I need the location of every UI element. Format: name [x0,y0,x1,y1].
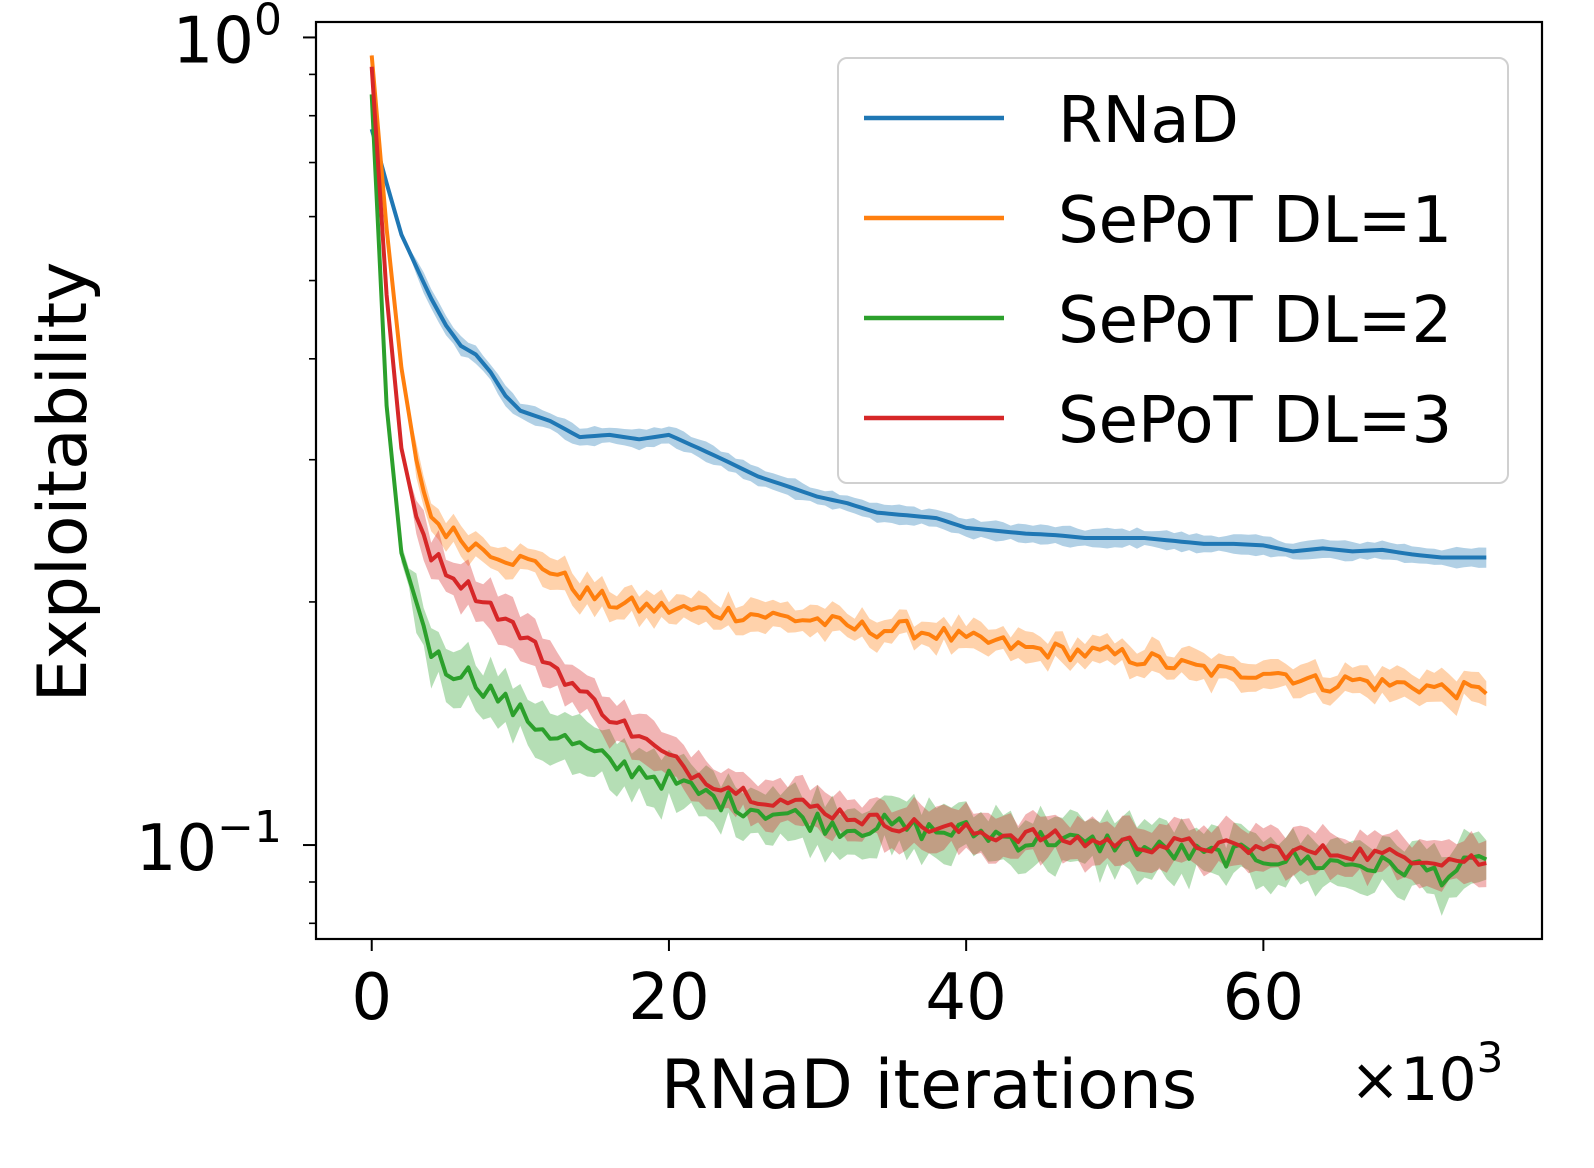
x-tick-label: 20 [628,961,709,1035]
x-tick-label: 0 [351,961,392,1035]
y-tick-base: 10 [173,4,254,78]
line-series-2 [369,94,1488,888]
y-tick-exponent: −1 [217,802,282,853]
y-tick-label: 10−1 [136,802,282,886]
y-axis-label: Exploitability [24,262,103,703]
legend-label-1: SePoT DL=1 [1058,184,1452,258]
legend-items: RNaD SePoT DL=1 SePoT DL=2 SePoT DL=3 [864,84,1452,458]
line-series-0 [369,128,1487,560]
x-axis-label: RNaD iterations [661,1046,1197,1125]
legend-label-2: SePoT DL=2 [1058,284,1452,358]
plot-frame [314,20,1544,941]
line-series-3 [369,66,1487,868]
y-tick-exponent: 0 [254,0,282,45]
legend-label-0: RNaD [1058,84,1239,158]
legend-box [837,57,1509,484]
y-tick-label: 100 [173,0,282,78]
x-tick-label: 60 [1223,961,1304,1035]
x-axis-ticks: 0 20 40 60 [351,939,1304,1035]
line-series-1 [369,55,1488,701]
series-lines [369,55,1488,888]
y-tick-base: 10 [136,812,217,886]
x-tick-label: 40 [925,961,1006,1035]
x-axis-scale-label: ×103 [1350,1033,1503,1115]
legend: RNaD SePoT DL=1 SePoT DL=2 SePoT DL=3 [837,57,1509,484]
legend-label-3: SePoT DL=3 [1058,384,1452,458]
x-axis-scale-exponent: 3 [1477,1033,1504,1082]
x-axis-scale-base: ×10 [1350,1045,1477,1115]
